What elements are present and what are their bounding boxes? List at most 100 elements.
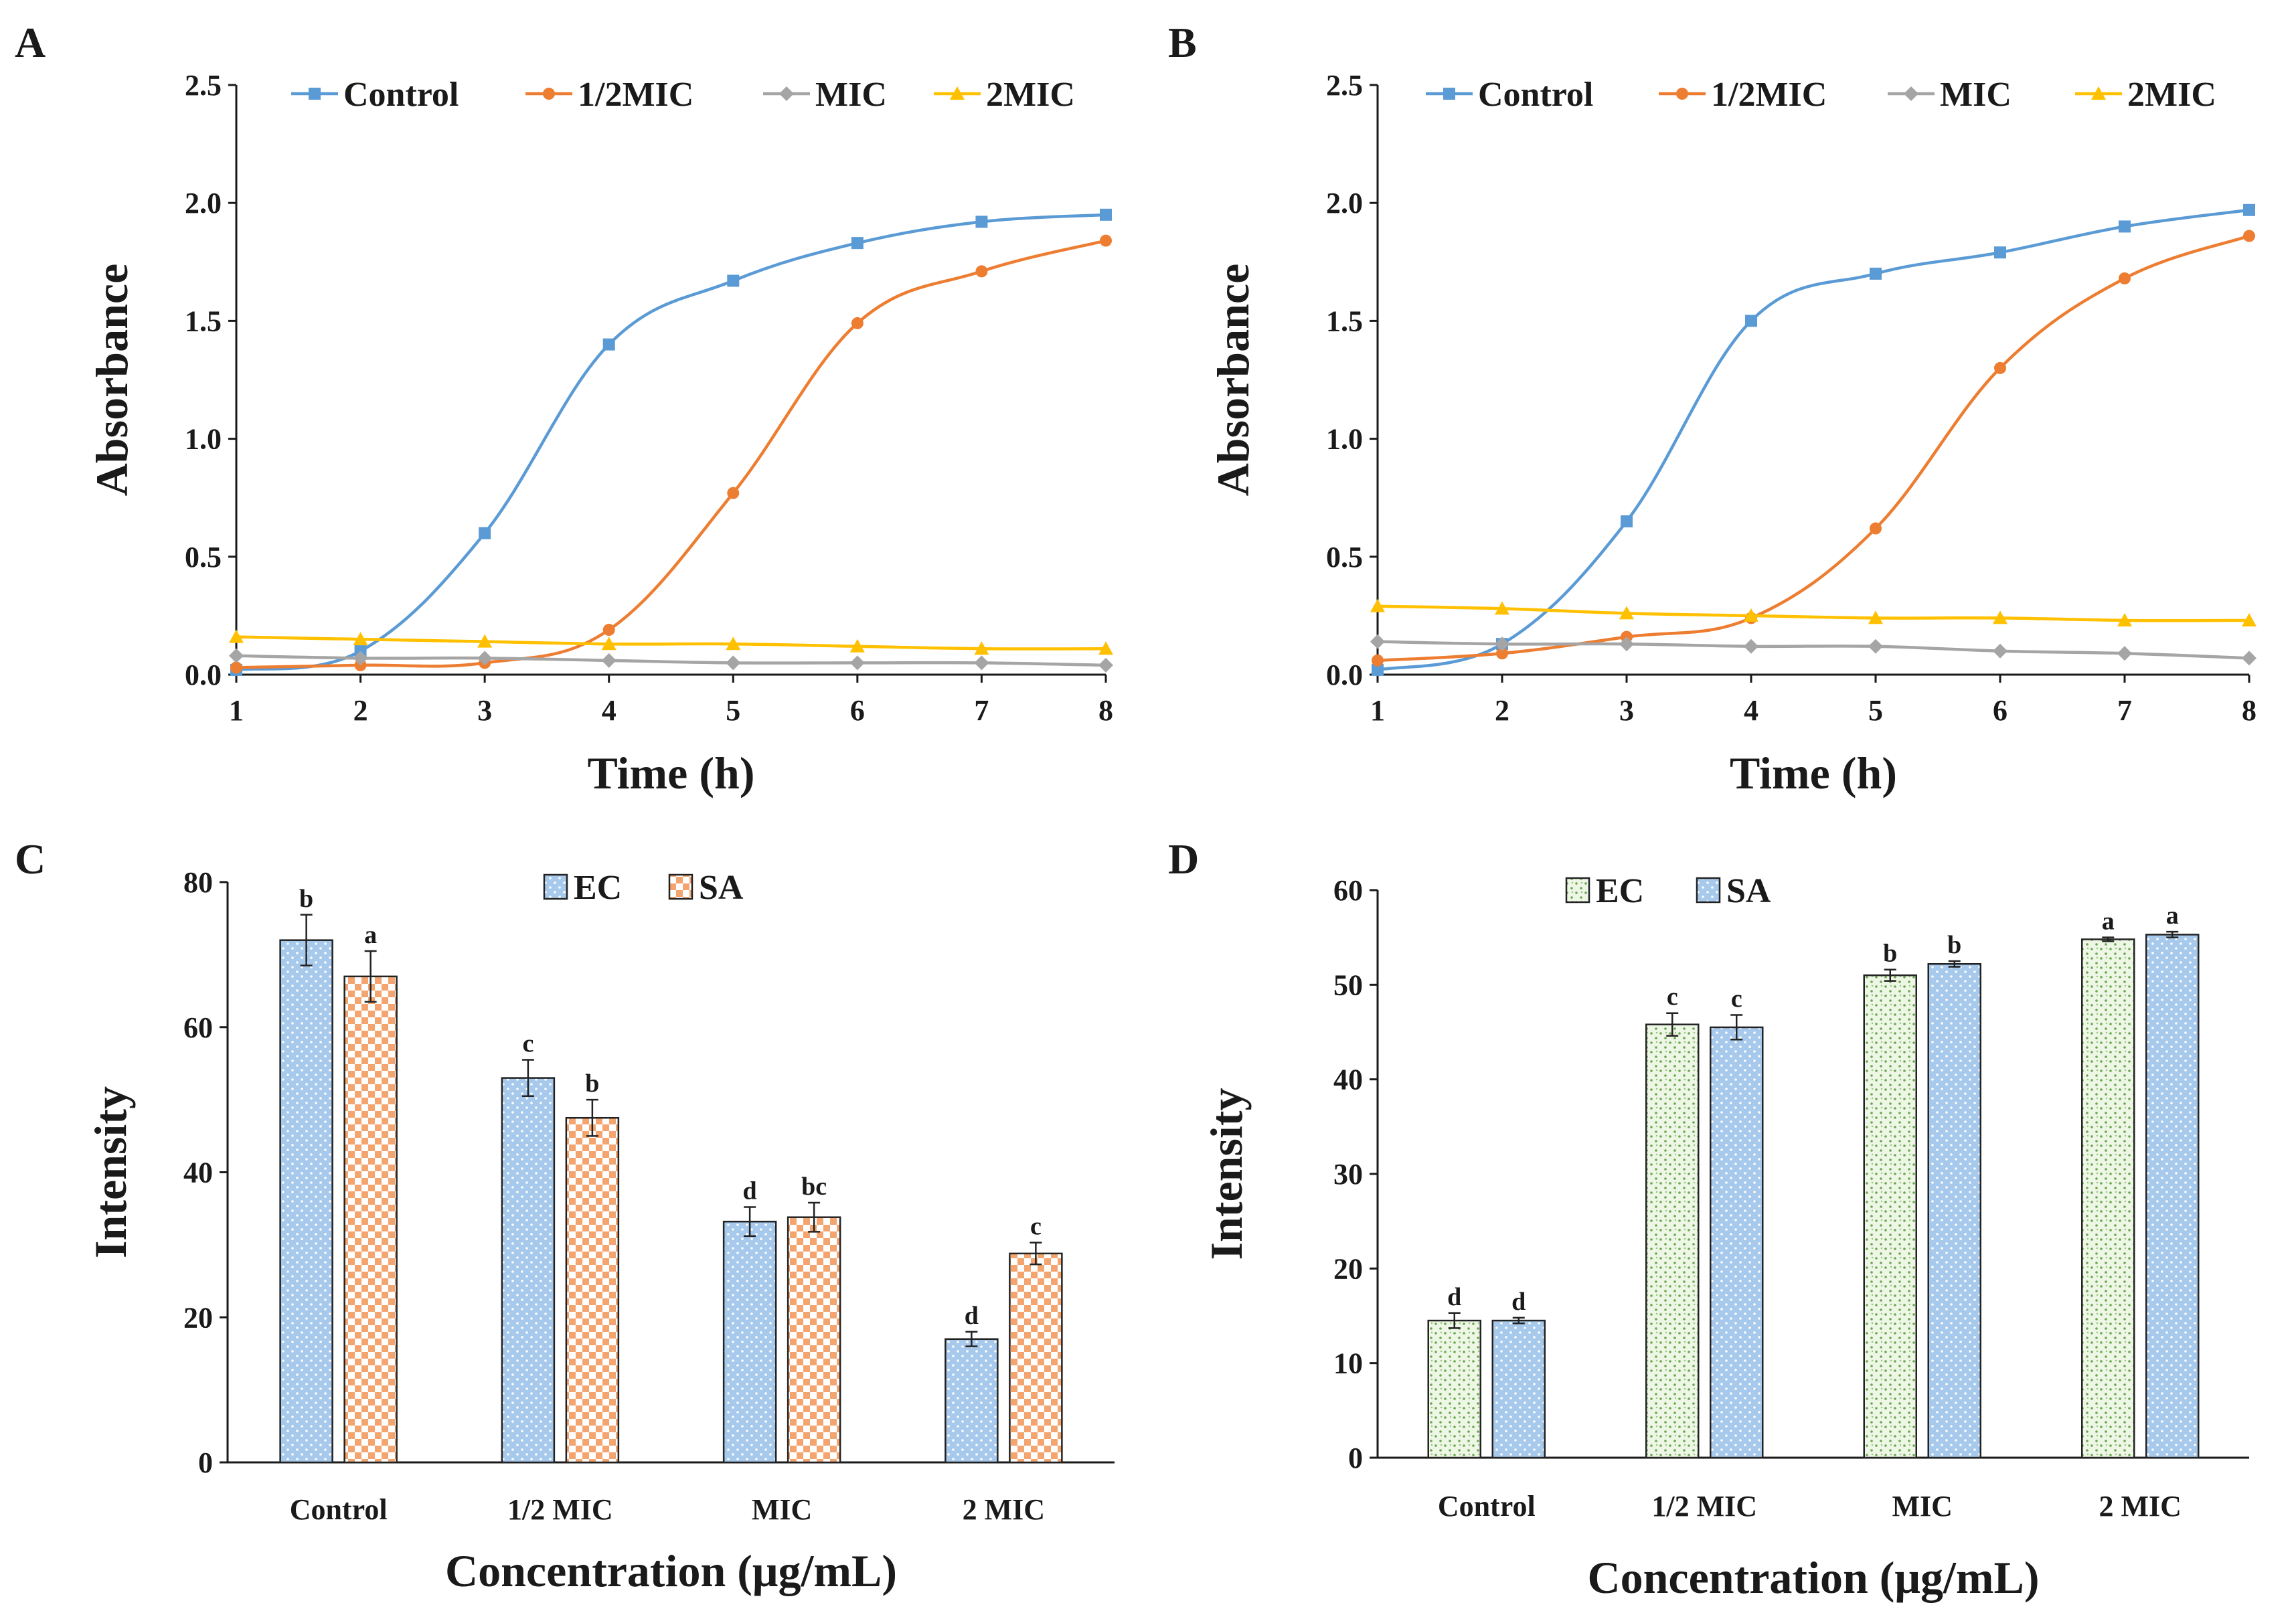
significance-label: a <box>364 921 377 949</box>
data-point <box>2119 272 2131 284</box>
category-label: 1/2 MIC <box>1651 1490 1757 1523</box>
data-point <box>1370 634 1385 649</box>
series-line-1-2mic <box>236 239 1106 669</box>
significance-label: c <box>1667 983 1678 1011</box>
significance-label: a <box>2102 908 2115 936</box>
significance-label: b <box>1883 940 1897 968</box>
bar-sa <box>1927 962 1981 1459</box>
y-tick-label: 2.5 <box>185 69 222 102</box>
y-tick-label: 1.0 <box>185 423 222 456</box>
data-point <box>1619 636 1634 652</box>
y-tick-label: 2.0 <box>185 187 222 220</box>
y-tick-label: 0 <box>198 1446 213 1479</box>
data-point <box>2119 220 2131 233</box>
data-point <box>1372 663 1384 676</box>
legend-label: 1/2MIC <box>1711 76 1827 114</box>
data-point <box>727 274 740 287</box>
legend-marker <box>1443 88 1455 100</box>
data-point <box>602 338 615 351</box>
legend-label: SA <box>1726 872 1771 910</box>
data-point <box>229 648 244 663</box>
legend-label: MIC <box>815 76 887 114</box>
y-tick-label: 0.5 <box>1326 541 1363 574</box>
y-axis-title: Absorbance <box>86 264 137 497</box>
legend-marker <box>309 88 321 100</box>
series-line-mic <box>236 654 1106 667</box>
y-tick-label: 0 <box>1348 1442 1363 1474</box>
panel-letter-c: C <box>15 835 46 883</box>
category-label: 1/2 MIC <box>507 1493 613 1526</box>
y-tick-label: 1.5 <box>185 305 222 337</box>
data-point <box>851 317 864 329</box>
data-point <box>601 636 617 651</box>
legend-marker <box>1904 86 1918 101</box>
data-point <box>1993 610 2007 624</box>
category-label: 2 MIC <box>2099 1490 2182 1523</box>
bar-ec <box>945 1338 999 1464</box>
data-point <box>2243 203 2255 216</box>
x-tick-label: 1 <box>229 694 244 727</box>
category-label: Control <box>290 1493 388 1526</box>
data-point <box>1994 246 2006 259</box>
data-point <box>1868 610 1883 624</box>
data-point <box>1372 654 1384 667</box>
bar-sa <box>1009 1252 1063 1464</box>
bar-ec <box>1645 1023 1700 1459</box>
x-tick-label: 5 <box>1868 694 1883 727</box>
data-point <box>1495 636 1509 652</box>
y-tick-label: 10 <box>1333 1347 1363 1380</box>
data-point <box>353 651 368 666</box>
data-point <box>1496 647 1508 660</box>
series-line-mic <box>1377 640 2250 660</box>
y-tick-label: 0.0 <box>185 659 222 691</box>
y-tick-label: 2.5 <box>1326 69 1363 102</box>
bar-sa <box>2145 934 2200 1459</box>
significance-label: c <box>522 1030 534 1058</box>
legend-label: 2MIC <box>986 76 1075 114</box>
data-point <box>1870 267 1882 280</box>
series-line-1-2mic <box>1377 234 2250 663</box>
data-point <box>974 641 989 655</box>
data-point <box>1098 641 1113 655</box>
panel-letter-b: B <box>1168 19 1197 66</box>
data-point <box>1100 208 1112 221</box>
data-point <box>2117 646 2132 661</box>
legend-marker <box>2091 86 2106 100</box>
data-point <box>2242 612 2257 626</box>
data-point <box>1495 601 1509 615</box>
legend-label: EC <box>1596 872 1644 910</box>
significance-label: b <box>585 1070 599 1098</box>
data-point <box>974 655 989 671</box>
category-label: MIC <box>1892 1490 1953 1523</box>
legend-label: Control <box>1478 76 1593 114</box>
data-point <box>1994 361 2006 374</box>
chart-panel-d: D 0 10 20 30 40 50 60 Control d d 1/2 MIC c c MIC b b 2 M… <box>1168 835 2249 1603</box>
significance-label: d <box>1511 1288 1526 1316</box>
x-tick-label: 3 <box>1619 694 1634 727</box>
significance-label: d <box>1447 1283 1461 1311</box>
significance-label: c <box>1030 1213 1042 1241</box>
series-line-control <box>1377 208 2250 672</box>
data-point <box>1993 643 2007 659</box>
data-point <box>1098 657 1113 673</box>
significance-label: b <box>299 885 313 913</box>
x-tick-label: 4 <box>602 694 617 727</box>
y-tick-label: 0.0 <box>1326 659 1363 691</box>
y-tick-label: 2.0 <box>1326 187 1363 220</box>
legend-label: MIC <box>1940 76 2012 114</box>
x-tick-label: 6 <box>850 694 865 727</box>
category-label: 2 MIC <box>963 1493 1045 1526</box>
data-point <box>230 661 242 674</box>
x-tick-label: 4 <box>1744 694 1758 727</box>
data-point <box>851 237 864 250</box>
data-point <box>726 655 741 671</box>
x-tick-label: 8 <box>2242 694 2257 727</box>
y-axis-title: Intensity <box>85 1086 136 1258</box>
legend-marker <box>543 88 555 100</box>
data-point <box>2242 651 2257 666</box>
x-tick-label: 8 <box>1098 694 1113 727</box>
data-point <box>1100 234 1112 247</box>
data-point <box>1744 608 1758 622</box>
category-label: Control <box>1438 1490 1536 1523</box>
